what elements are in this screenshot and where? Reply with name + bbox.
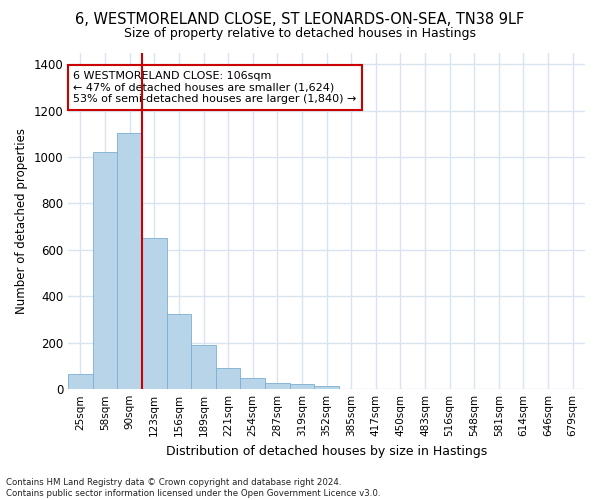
Bar [167,314,191,389]
Bar [93,152,118,389]
Bar [216,368,241,389]
X-axis label: Distribution of detached houses by size in Hastings: Distribution of detached houses by size … [166,444,487,458]
Bar [68,374,93,389]
Bar [265,382,290,389]
Bar [142,238,167,389]
Bar [118,132,142,389]
Text: Size of property relative to detached houses in Hastings: Size of property relative to detached ho… [124,26,476,40]
Text: 6 WESTMORELAND CLOSE: 106sqm
← 47% of detached houses are smaller (1,624)
53% of: 6 WESTMORELAND CLOSE: 106sqm ← 47% of de… [73,71,357,104]
Bar [191,345,216,389]
Bar [241,378,265,389]
Y-axis label: Number of detached properties: Number of detached properties [15,128,28,314]
Bar [314,386,339,389]
Bar [290,384,314,389]
Text: 6, WESTMORELAND CLOSE, ST LEONARDS-ON-SEA, TN38 9LF: 6, WESTMORELAND CLOSE, ST LEONARDS-ON-SE… [76,12,524,26]
Text: Contains HM Land Registry data © Crown copyright and database right 2024.
Contai: Contains HM Land Registry data © Crown c… [6,478,380,498]
